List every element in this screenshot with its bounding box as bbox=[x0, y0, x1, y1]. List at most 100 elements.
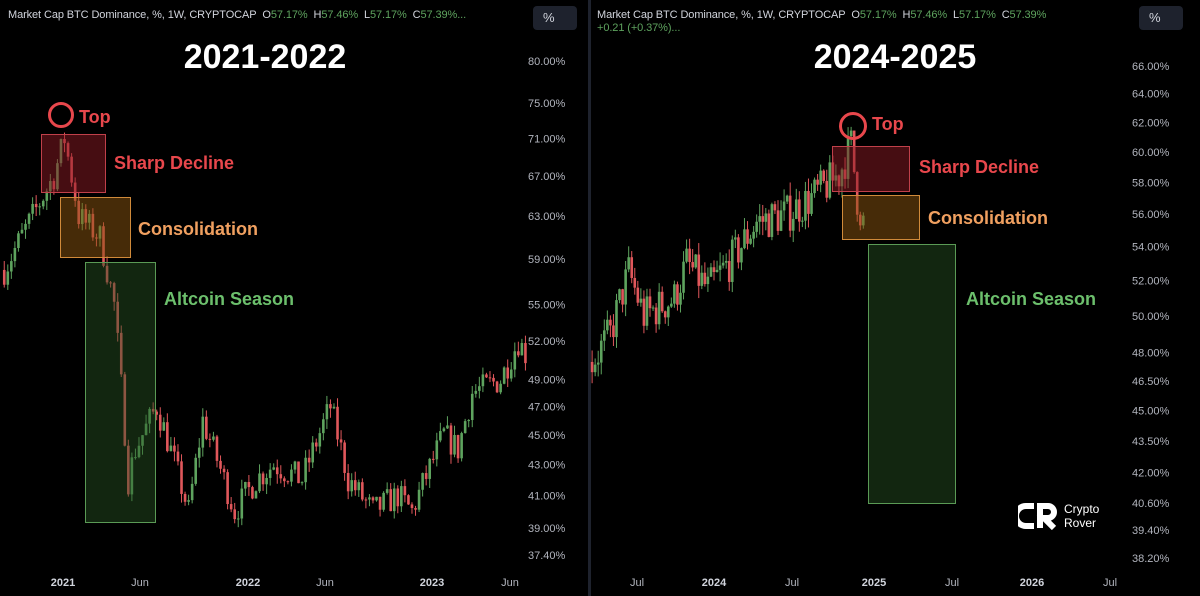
y-tick-label: 80.00% bbox=[528, 56, 566, 68]
candle-body bbox=[485, 374, 488, 378]
panel-divider[interactable] bbox=[588, 0, 591, 596]
candle-body bbox=[752, 231, 755, 239]
candle-body bbox=[229, 504, 233, 510]
y-tick-label: 46.50% bbox=[1132, 376, 1170, 388]
candle-body bbox=[431, 458, 435, 460]
candle-body bbox=[116, 301, 120, 333]
candle-body bbox=[123, 374, 127, 446]
candle-body bbox=[819, 170, 822, 185]
candle-body bbox=[798, 199, 801, 222]
candle-body bbox=[648, 296, 652, 309]
candle-body bbox=[499, 383, 502, 393]
altcoin-season-label: Altcoin Season bbox=[164, 289, 295, 309]
y-tick-label: 39.00% bbox=[528, 523, 566, 535]
logo-text: Rover bbox=[1064, 516, 1097, 530]
candle-body bbox=[205, 416, 208, 439]
candle-body bbox=[392, 488, 396, 512]
candle-body bbox=[740, 248, 743, 263]
y-tick-label: 43.50% bbox=[1132, 436, 1170, 448]
candle-body bbox=[283, 478, 286, 482]
candle-body bbox=[31, 203, 34, 214]
candle-body bbox=[679, 292, 682, 305]
candle-body bbox=[639, 298, 643, 303]
candle-body bbox=[730, 239, 734, 282]
candle-body bbox=[593, 364, 597, 373]
top-circle bbox=[48, 102, 74, 128]
candle-body bbox=[810, 193, 813, 214]
candle-body bbox=[251, 487, 254, 499]
candle-body bbox=[794, 199, 798, 219]
candle-body bbox=[685, 248, 688, 262]
close-value: 57.39%... bbox=[420, 9, 467, 21]
x-tick-label: Jul bbox=[630, 577, 644, 589]
candle-body bbox=[194, 457, 198, 484]
candle-body bbox=[34, 203, 38, 208]
candle-body bbox=[254, 491, 258, 499]
candle-body bbox=[715, 269, 719, 273]
left-legend: Market Cap BTC Dominance, %, 1W, CRYPTOC… bbox=[8, 9, 467, 21]
candle-body bbox=[407, 495, 410, 505]
y-tick-label: 62.00% bbox=[1132, 117, 1170, 129]
y-tick-label: 54.00% bbox=[1132, 242, 1170, 254]
candle-body bbox=[226, 472, 229, 505]
candle-body bbox=[724, 260, 728, 263]
candle-body bbox=[148, 408, 151, 424]
percent-scale-button[interactable]: % bbox=[1139, 6, 1183, 30]
y-tick-label: 56.00% bbox=[1132, 209, 1170, 221]
candle-body bbox=[467, 420, 471, 422]
candle-body bbox=[509, 369, 513, 379]
candle-body bbox=[346, 472, 350, 492]
candle-body bbox=[400, 486, 403, 507]
candle-body bbox=[382, 492, 385, 510]
candle-body bbox=[300, 482, 304, 484]
candle-body bbox=[666, 306, 670, 318]
candle-body bbox=[453, 435, 456, 455]
candle-body bbox=[676, 284, 679, 305]
percent-scale-button[interactable]: % bbox=[533, 6, 577, 30]
candle-body bbox=[651, 307, 655, 309]
candle-body bbox=[657, 291, 661, 325]
candle-body bbox=[449, 425, 453, 455]
candle-body bbox=[339, 439, 343, 443]
candle-body bbox=[825, 180, 829, 198]
candle-body bbox=[513, 351, 517, 370]
x-tick-label: 2026 bbox=[1020, 577, 1044, 589]
candle-body bbox=[385, 489, 389, 493]
candle-body bbox=[279, 474, 283, 479]
y-tick-label: 58.00% bbox=[1132, 177, 1170, 189]
candle-body bbox=[804, 190, 807, 221]
candle-body bbox=[240, 488, 244, 519]
candle-body bbox=[746, 229, 749, 244]
candle-body bbox=[176, 451, 180, 462]
candle-body bbox=[421, 473, 424, 490]
candle-body bbox=[442, 428, 446, 432]
candle-body bbox=[785, 195, 789, 202]
candle-body bbox=[709, 267, 713, 277]
candle-body bbox=[311, 442, 315, 463]
change-value: +0.21 (+0.37%)... bbox=[597, 22, 681, 34]
candle-body bbox=[660, 291, 664, 312]
candle-body bbox=[410, 504, 414, 509]
candle-body bbox=[788, 195, 792, 231]
candle-body bbox=[636, 287, 640, 303]
candle-body bbox=[290, 469, 293, 482]
candle-body bbox=[137, 445, 141, 458]
candle-body bbox=[424, 473, 428, 479]
candle-body bbox=[767, 213, 771, 237]
top-circle bbox=[839, 112, 867, 140]
candle-body bbox=[428, 458, 432, 479]
y-tick-label: 75.00% bbox=[528, 98, 566, 110]
candle-body bbox=[721, 262, 725, 266]
candle-body bbox=[144, 423, 148, 436]
candle-body bbox=[389, 489, 393, 512]
candle-body bbox=[180, 461, 183, 494]
chart-title: 2021-2022 bbox=[183, 38, 347, 76]
candle-body bbox=[612, 325, 615, 338]
candle-body bbox=[155, 411, 159, 415]
top-label: Top bbox=[872, 114, 904, 134]
candle-body bbox=[219, 460, 222, 469]
x-tick-label: 2021 bbox=[51, 577, 75, 589]
close-value: 57.39% bbox=[1009, 9, 1047, 21]
candle-body bbox=[627, 257, 630, 270]
